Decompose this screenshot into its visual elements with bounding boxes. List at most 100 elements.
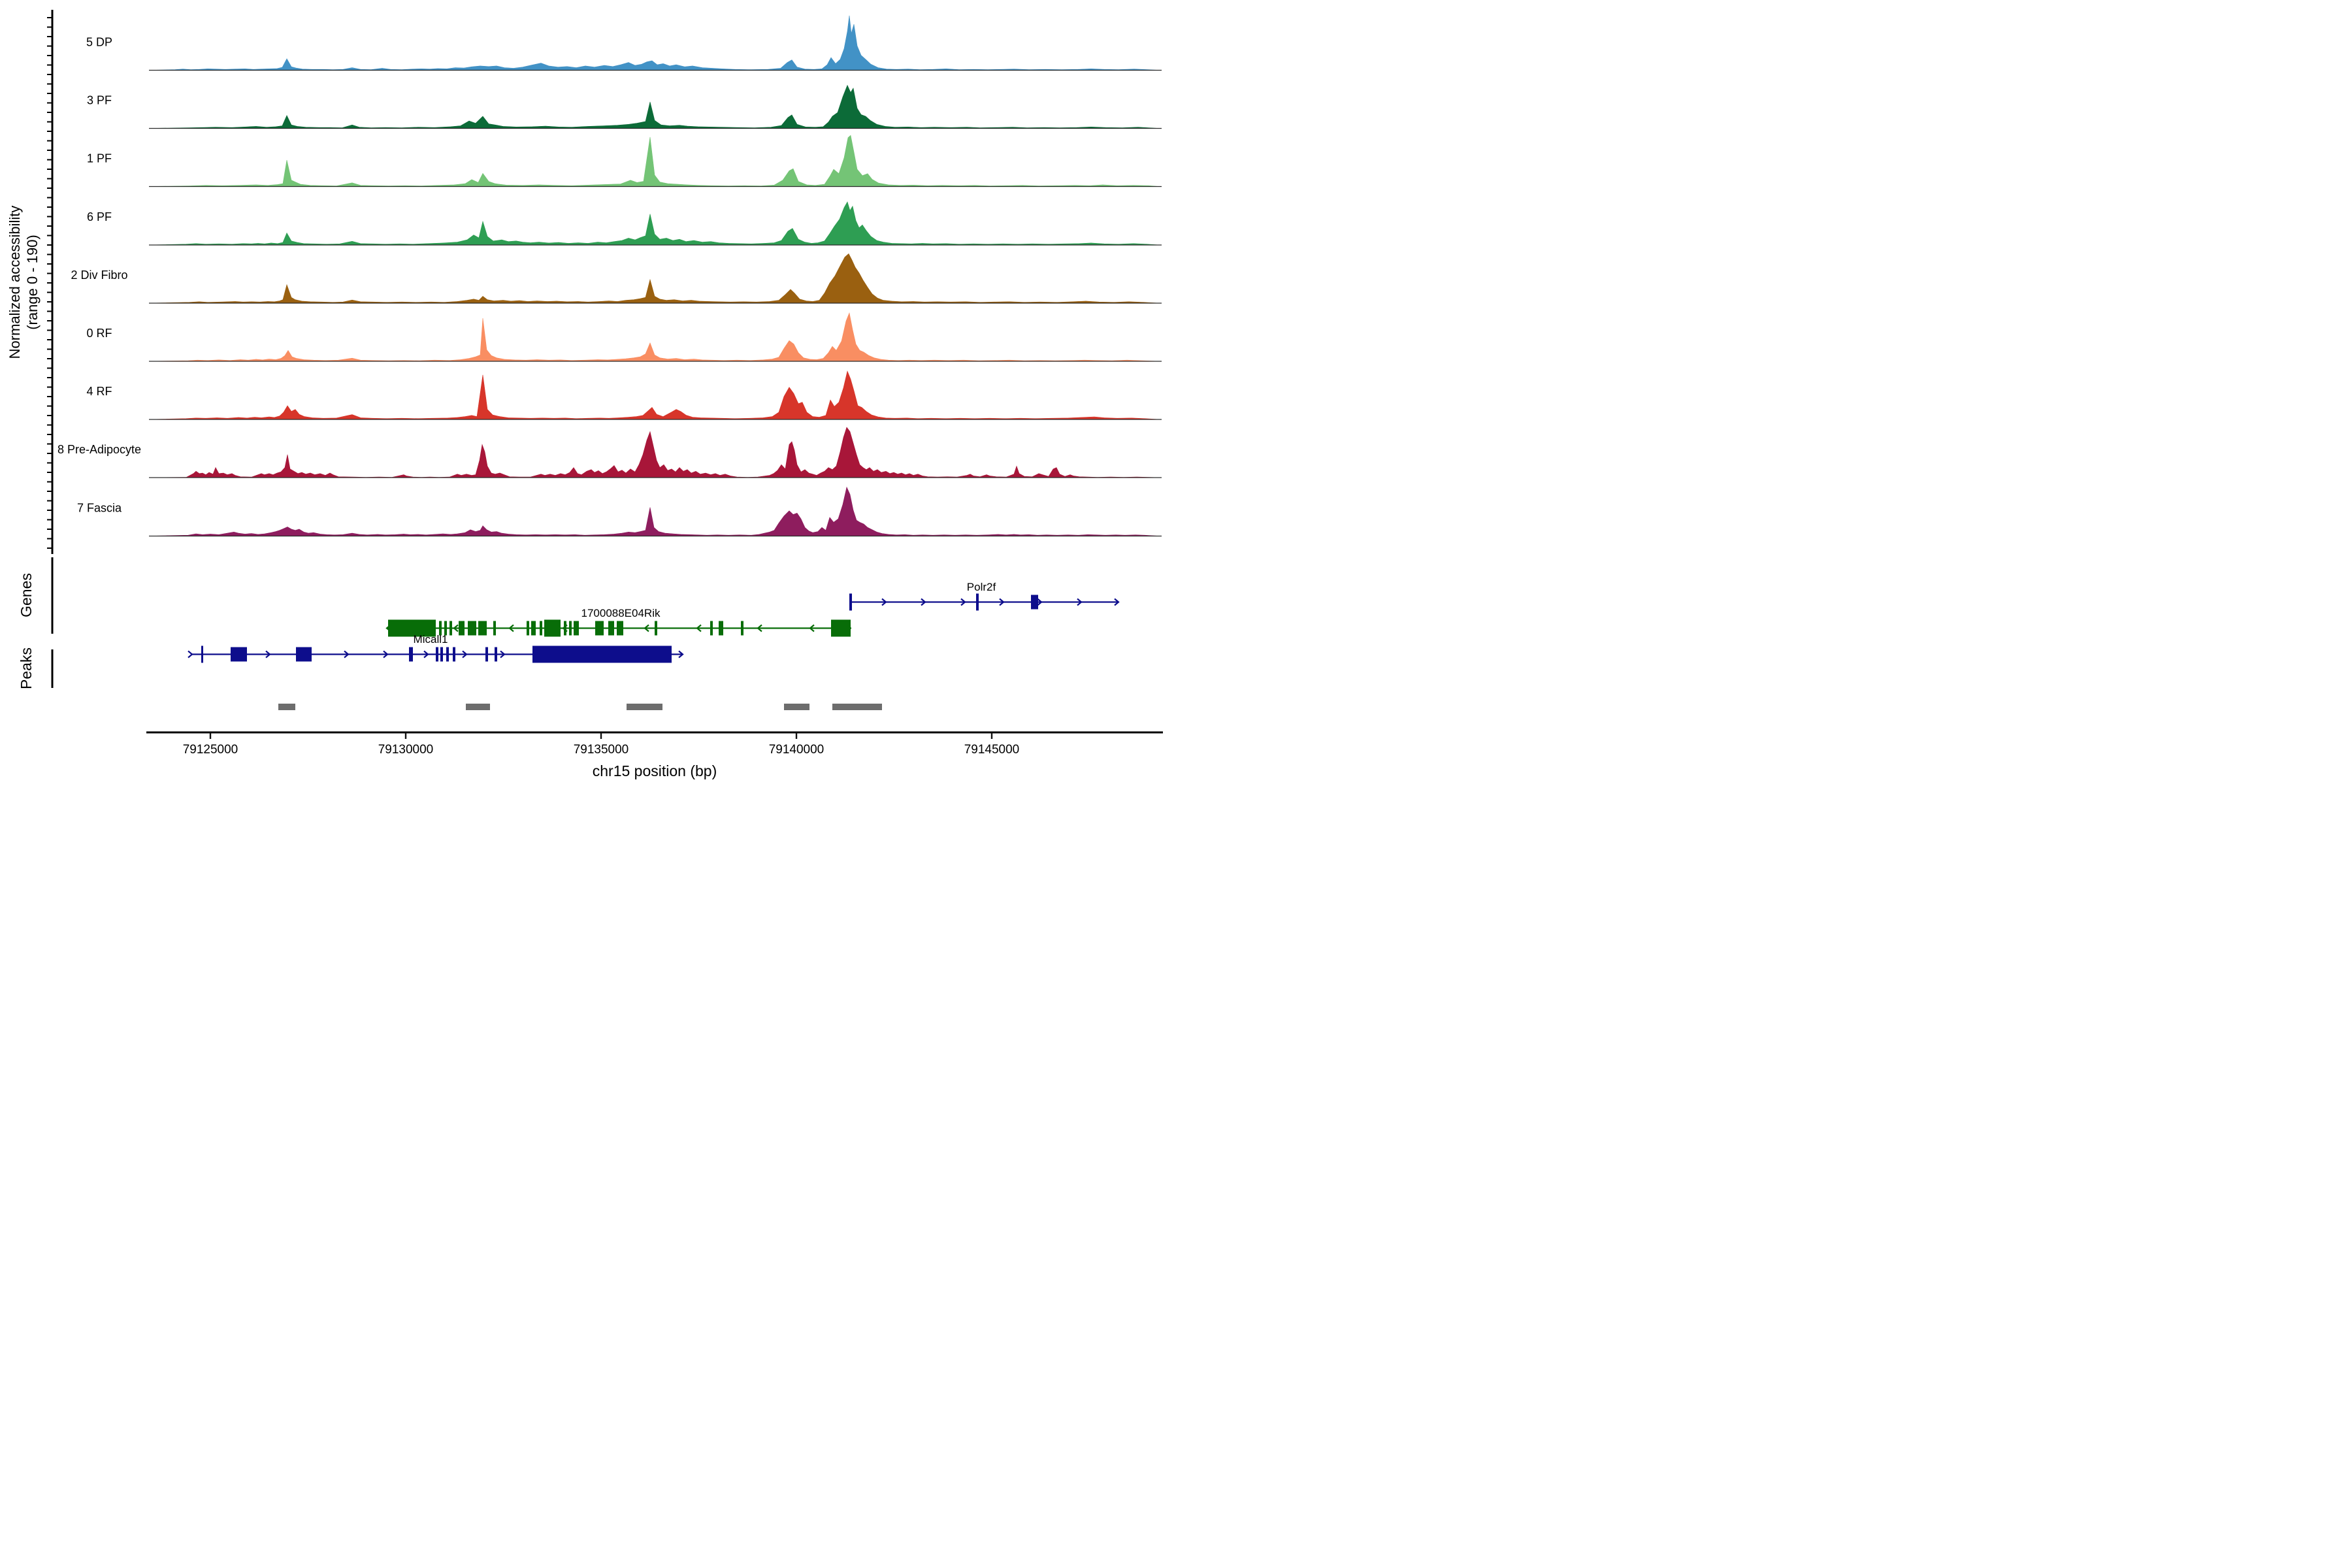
- peak-box: [832, 704, 882, 710]
- strand-arrow-icon: [921, 598, 926, 606]
- strand-arrow-icon: [344, 650, 350, 659]
- x-tick-label: 79135000: [574, 743, 629, 757]
- track-t1pf: 1 PF: [87, 135, 1162, 188]
- track-signal-t6pf: [148, 201, 1160, 246]
- gene-exon: [449, 621, 452, 636]
- gene-exon: [976, 593, 979, 611]
- gene-label: 1700088E04Rik: [581, 607, 661, 619]
- track-t5dp: 5 DP: [86, 15, 1162, 71]
- gene-exon: [436, 647, 438, 662]
- gene-exon: [201, 645, 203, 663]
- peak-box: [278, 704, 295, 710]
- strand-arrow-icon: [265, 650, 271, 659]
- gene-Micall1: Micall1: [188, 633, 684, 663]
- gene-exon: [608, 621, 614, 636]
- gene-exon: [468, 621, 476, 636]
- genes-section-label: Genes: [18, 573, 35, 617]
- strand-arrow-icon: [999, 598, 1005, 606]
- strand-arrow-icon: [383, 650, 389, 659]
- x-axis: 79125000 79130000 79135000 79140000 79145000: [146, 731, 1163, 757]
- strand-arrow-icon: [462, 650, 468, 659]
- y-axis-label-line1: Normalized accessibility: [7, 206, 23, 359]
- track-signal-t0rf: [148, 312, 1160, 362]
- strand-arrow-icon: [188, 650, 193, 659]
- track-signal-t3pf: [148, 84, 1160, 129]
- strand-arrow-icon: [423, 650, 429, 659]
- gene-exon: [544, 619, 561, 637]
- strand-arrow-icon: [757, 624, 762, 632]
- figure-stage: Normalized accessibility (range 0 - 190)…: [0, 0, 1176, 784]
- gene-exon: [439, 621, 442, 636]
- track-label-t5dp: 5 DP: [86, 36, 112, 49]
- peak-box: [466, 704, 490, 710]
- y-axis-bracket: [47, 10, 54, 554]
- strand-arrow-icon: [453, 624, 459, 632]
- track-t0rf: 0 RF: [86, 312, 1162, 362]
- track-signal-t1pf: [148, 135, 1160, 187]
- gene-exon: [440, 647, 443, 662]
- strand-arrow-icon: [500, 650, 506, 659]
- peak-box: [784, 704, 809, 710]
- track-signal-t7fas: [148, 486, 1160, 536]
- x-axis-title: chr15 position (bp): [593, 762, 717, 779]
- gene-exon: [478, 621, 487, 636]
- gene-exon: [388, 619, 436, 637]
- track-label-t8pre: 8 Pre-Adipocyte: [57, 443, 141, 456]
- x-tick-label: 79145000: [964, 743, 1020, 757]
- gene-exon: [710, 621, 713, 636]
- track-signal-t4rf: [148, 370, 1160, 420]
- peak-box: [627, 704, 662, 710]
- peaks-section-label: Peaks: [18, 647, 35, 689]
- gene-exon: [409, 647, 413, 662]
- x-tick-label: 79130000: [378, 743, 434, 757]
- gene-models: Polr2f 1700088E04Rik Micall1: [188, 581, 1120, 663]
- strand-arrow-icon: [1114, 598, 1120, 606]
- gene-exon: [446, 647, 449, 662]
- gene-exon: [231, 647, 247, 662]
- gene-exon: [532, 645, 672, 663]
- track-label-t1pf: 1 PF: [87, 152, 112, 165]
- track-label-t0rf: 0 RF: [86, 327, 112, 340]
- track-signal-t8pre: [148, 427, 1160, 478]
- gene-label: Polr2f: [967, 581, 996, 593]
- strand-arrow-icon: [809, 624, 815, 632]
- track-t7fas: 7 Fascia: [77, 486, 1162, 537]
- gene-exon: [540, 621, 542, 636]
- gene-exon: [495, 647, 497, 662]
- gene-exon: [595, 621, 604, 636]
- gene-exon: [296, 647, 312, 662]
- strand-arrow-icon: [881, 598, 887, 606]
- gene-exon: [485, 647, 488, 662]
- gene-exon: [531, 621, 536, 636]
- track-label-t3pf: 3 PF: [87, 94, 112, 107]
- strand-arrow-icon: [508, 624, 514, 632]
- track-label-t4rf: 4 RF: [86, 385, 112, 398]
- gene-exon: [741, 621, 743, 636]
- gene-exon: [569, 621, 572, 636]
- track-label-t7fas: 7 Fascia: [77, 502, 122, 515]
- track-t2div: 2 Div Fibro: [71, 253, 1162, 304]
- track-signal-t5dp: [148, 15, 1160, 71]
- peak-calls: [278, 704, 882, 710]
- gene-exon: [493, 621, 496, 636]
- y-axis-label-line2: (range 0 - 190): [24, 235, 41, 330]
- gene-exon: [831, 619, 851, 637]
- x-tick-label: 79125000: [183, 743, 238, 757]
- strand-arrow-icon: [960, 598, 966, 606]
- gene-exon: [527, 621, 529, 636]
- gene-exon: [453, 647, 455, 662]
- gene-exon: [1031, 595, 1038, 610]
- gene-exon: [459, 621, 465, 636]
- track-t8pre: 8 Pre-Adipocyte: [57, 427, 1162, 478]
- track-t6pf: 6 PF: [87, 201, 1162, 246]
- gene-exon: [617, 621, 623, 636]
- track-label-t6pf: 6 PF: [87, 210, 112, 223]
- accessibility-tracks: 5 DP 3 PF 1 PF 6 PF 2 Div Fibro 0 RF 4 RF 8 Pre…: [57, 15, 1162, 537]
- gene-exon: [574, 621, 579, 636]
- strand-arrow-icon: [678, 650, 684, 659]
- track-label-t2div: 2 Div Fibro: [71, 269, 127, 282]
- track-signal-t2div: [148, 253, 1160, 304]
- gene-label: Micall1: [414, 633, 448, 645]
- gene-exon: [655, 621, 657, 636]
- strand-arrow-icon: [696, 624, 702, 632]
